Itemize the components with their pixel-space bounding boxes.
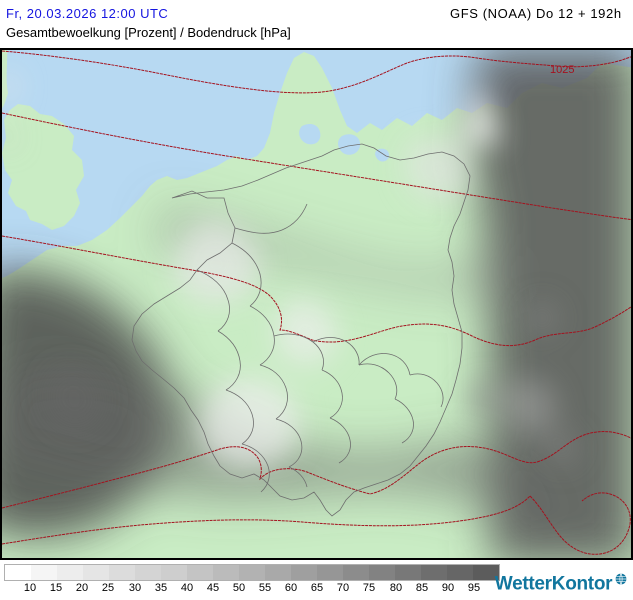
svg-text:1025: 1025: [550, 64, 574, 76]
